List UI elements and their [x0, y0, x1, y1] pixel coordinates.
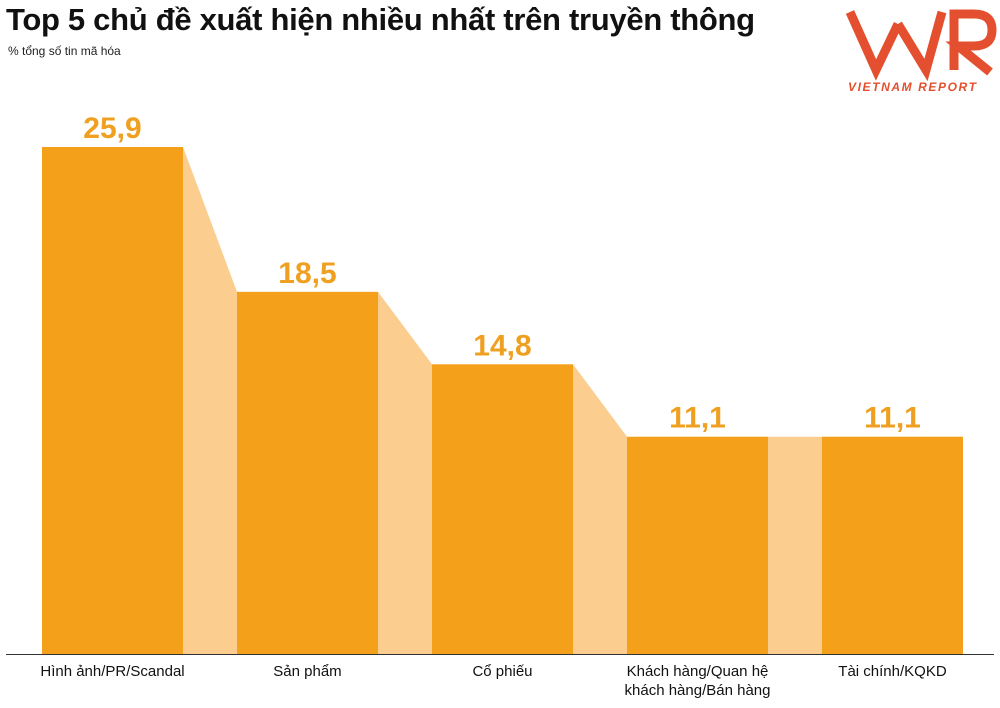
chart-subtitle: % tổng số tin mã hóa — [8, 44, 121, 58]
value-label-2: 18,5 — [278, 257, 336, 290]
category-label-5: Tài chính/KQKD — [838, 663, 947, 680]
bar-1 — [42, 147, 183, 654]
vietnam-report-logo: VIETNAM REPORT — [846, 9, 997, 94]
value-label-4: 11,1 — [669, 402, 726, 435]
value-label-5: 11,1 — [864, 402, 921, 435]
connector-4 — [768, 436, 822, 654]
connector-3 — [573, 364, 627, 654]
category-label-1: Hình ảnh/PR/Scandal — [40, 663, 185, 680]
category-label-4: Khách hàng/Quan hệ khách hàng/Bán hàng — [624, 663, 771, 699]
chart-title: Top 5 chủ đề xuất hiện nhiều nhất trên t… — [6, 2, 755, 37]
value-label-1: 25,9 — [83, 112, 141, 145]
category-label-2: Sản phẩm — [273, 663, 342, 680]
bar-4 — [627, 436, 768, 654]
category-label-3: Cổ phiếu — [472, 663, 533, 680]
value-label-3: 14,8 — [473, 329, 531, 362]
bar-2 — [237, 291, 378, 654]
connector-1 — [183, 147, 237, 654]
connector-2 — [378, 291, 432, 654]
bar-3 — [432, 364, 573, 654]
logo-tagline: VIETNAM REPORT — [848, 80, 978, 94]
bar-5 — [822, 436, 963, 654]
